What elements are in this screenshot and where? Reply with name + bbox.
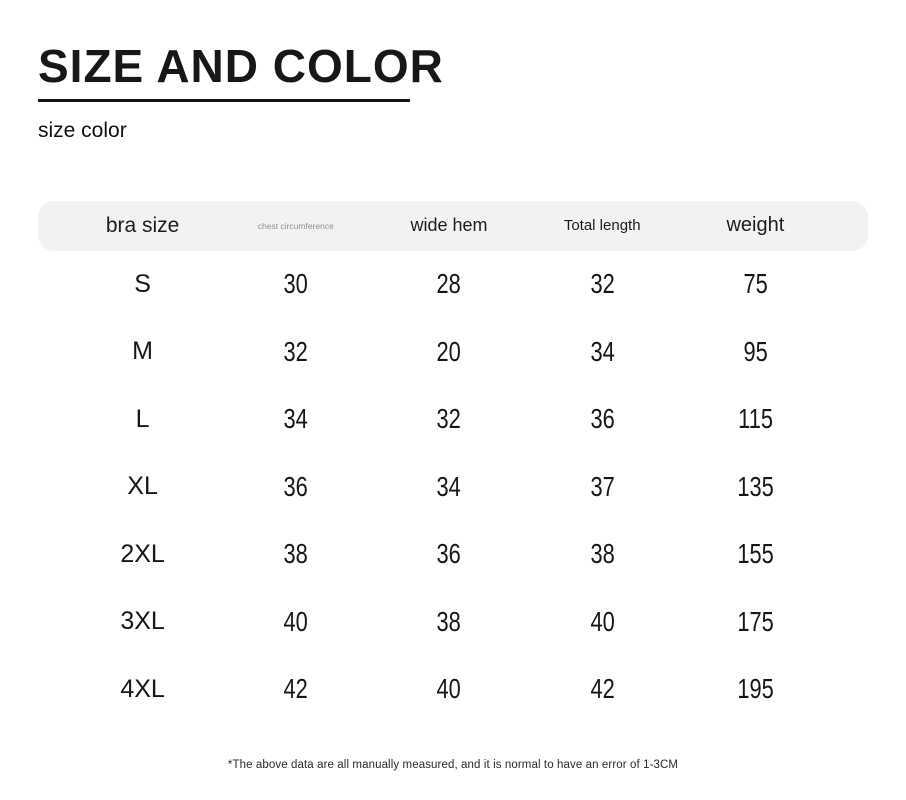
table-row: 3XL 40 38 40 175: [38, 588, 868, 656]
column-header-bra-size: bra size: [105, 213, 180, 237]
weight-value: 155: [737, 538, 774, 570]
chest-value: 36: [283, 470, 308, 502]
table-row: L 34 32 36 115: [38, 386, 868, 454]
wide-hem-value: 28: [436, 268, 462, 300]
column-header-total-length: Total length: [563, 217, 641, 235]
table-row: XL 36 34 37 135: [38, 453, 868, 521]
size-label: S: [134, 269, 151, 298]
column-header-chest-circumference: chest circumference: [257, 220, 334, 231]
chest-value: 38: [283, 538, 308, 570]
weight-value: 75: [743, 268, 768, 300]
chest-value: 34: [283, 403, 308, 435]
weight-value: 115: [737, 403, 773, 435]
page-subtitle: size color: [38, 118, 127, 142]
chest-value: 42: [283, 673, 308, 705]
table-row: 2XL 38 36 38 155: [38, 521, 868, 589]
total-length-value: 36: [590, 403, 615, 435]
title-underline: [38, 98, 410, 102]
chest-value: 40: [283, 605, 308, 637]
page-title: SIZE AND COLOR: [38, 40, 444, 92]
total-length-value: 40: [590, 605, 615, 637]
measurement-disclaimer: *The above data are all manually measure…: [227, 759, 679, 772]
wide-hem-value: 36: [436, 538, 462, 570]
wide-hem-value: 34: [436, 470, 462, 502]
column-header-wide-hem: wide hem: [410, 215, 488, 236]
size-label: L: [135, 404, 150, 433]
size-label: XL: [127, 472, 158, 501]
chest-value: 30: [283, 268, 308, 300]
weight-value: 135: [737, 470, 774, 502]
size-label: 2XL: [120, 539, 165, 568]
wide-hem-value: 40: [436, 673, 462, 705]
table-row: 4XL 42 40 42 195: [38, 656, 868, 724]
size-label: M: [132, 337, 153, 366]
total-length-value: 34: [590, 335, 615, 367]
table-header-row: bra size chest circumference wide hem To…: [38, 200, 868, 251]
table-row: S 30 28 32 75: [38, 251, 868, 319]
total-length-value: 37: [590, 470, 615, 502]
size-label: 4XL: [120, 674, 165, 703]
wide-hem-value: 20: [436, 335, 462, 367]
size-table: bra size chest circumference wide hem To…: [38, 200, 868, 724]
total-length-value: 32: [590, 268, 615, 300]
table-row: M 32 20 34 95: [38, 318, 868, 386]
column-header-weight: weight: [726, 214, 785, 237]
wide-hem-value: 32: [436, 403, 462, 435]
wide-hem-value: 38: [436, 605, 462, 637]
weight-value: 195: [737, 673, 774, 705]
size-label: 3XL: [120, 607, 165, 636]
chest-value: 32: [283, 335, 308, 367]
total-length-value: 42: [590, 673, 615, 705]
page-header: SIZE AND COLOR size color: [0, 0, 906, 143]
weight-value: 95: [743, 335, 768, 367]
total-length-value: 38: [590, 538, 615, 570]
weight-value: 175: [737, 605, 774, 637]
